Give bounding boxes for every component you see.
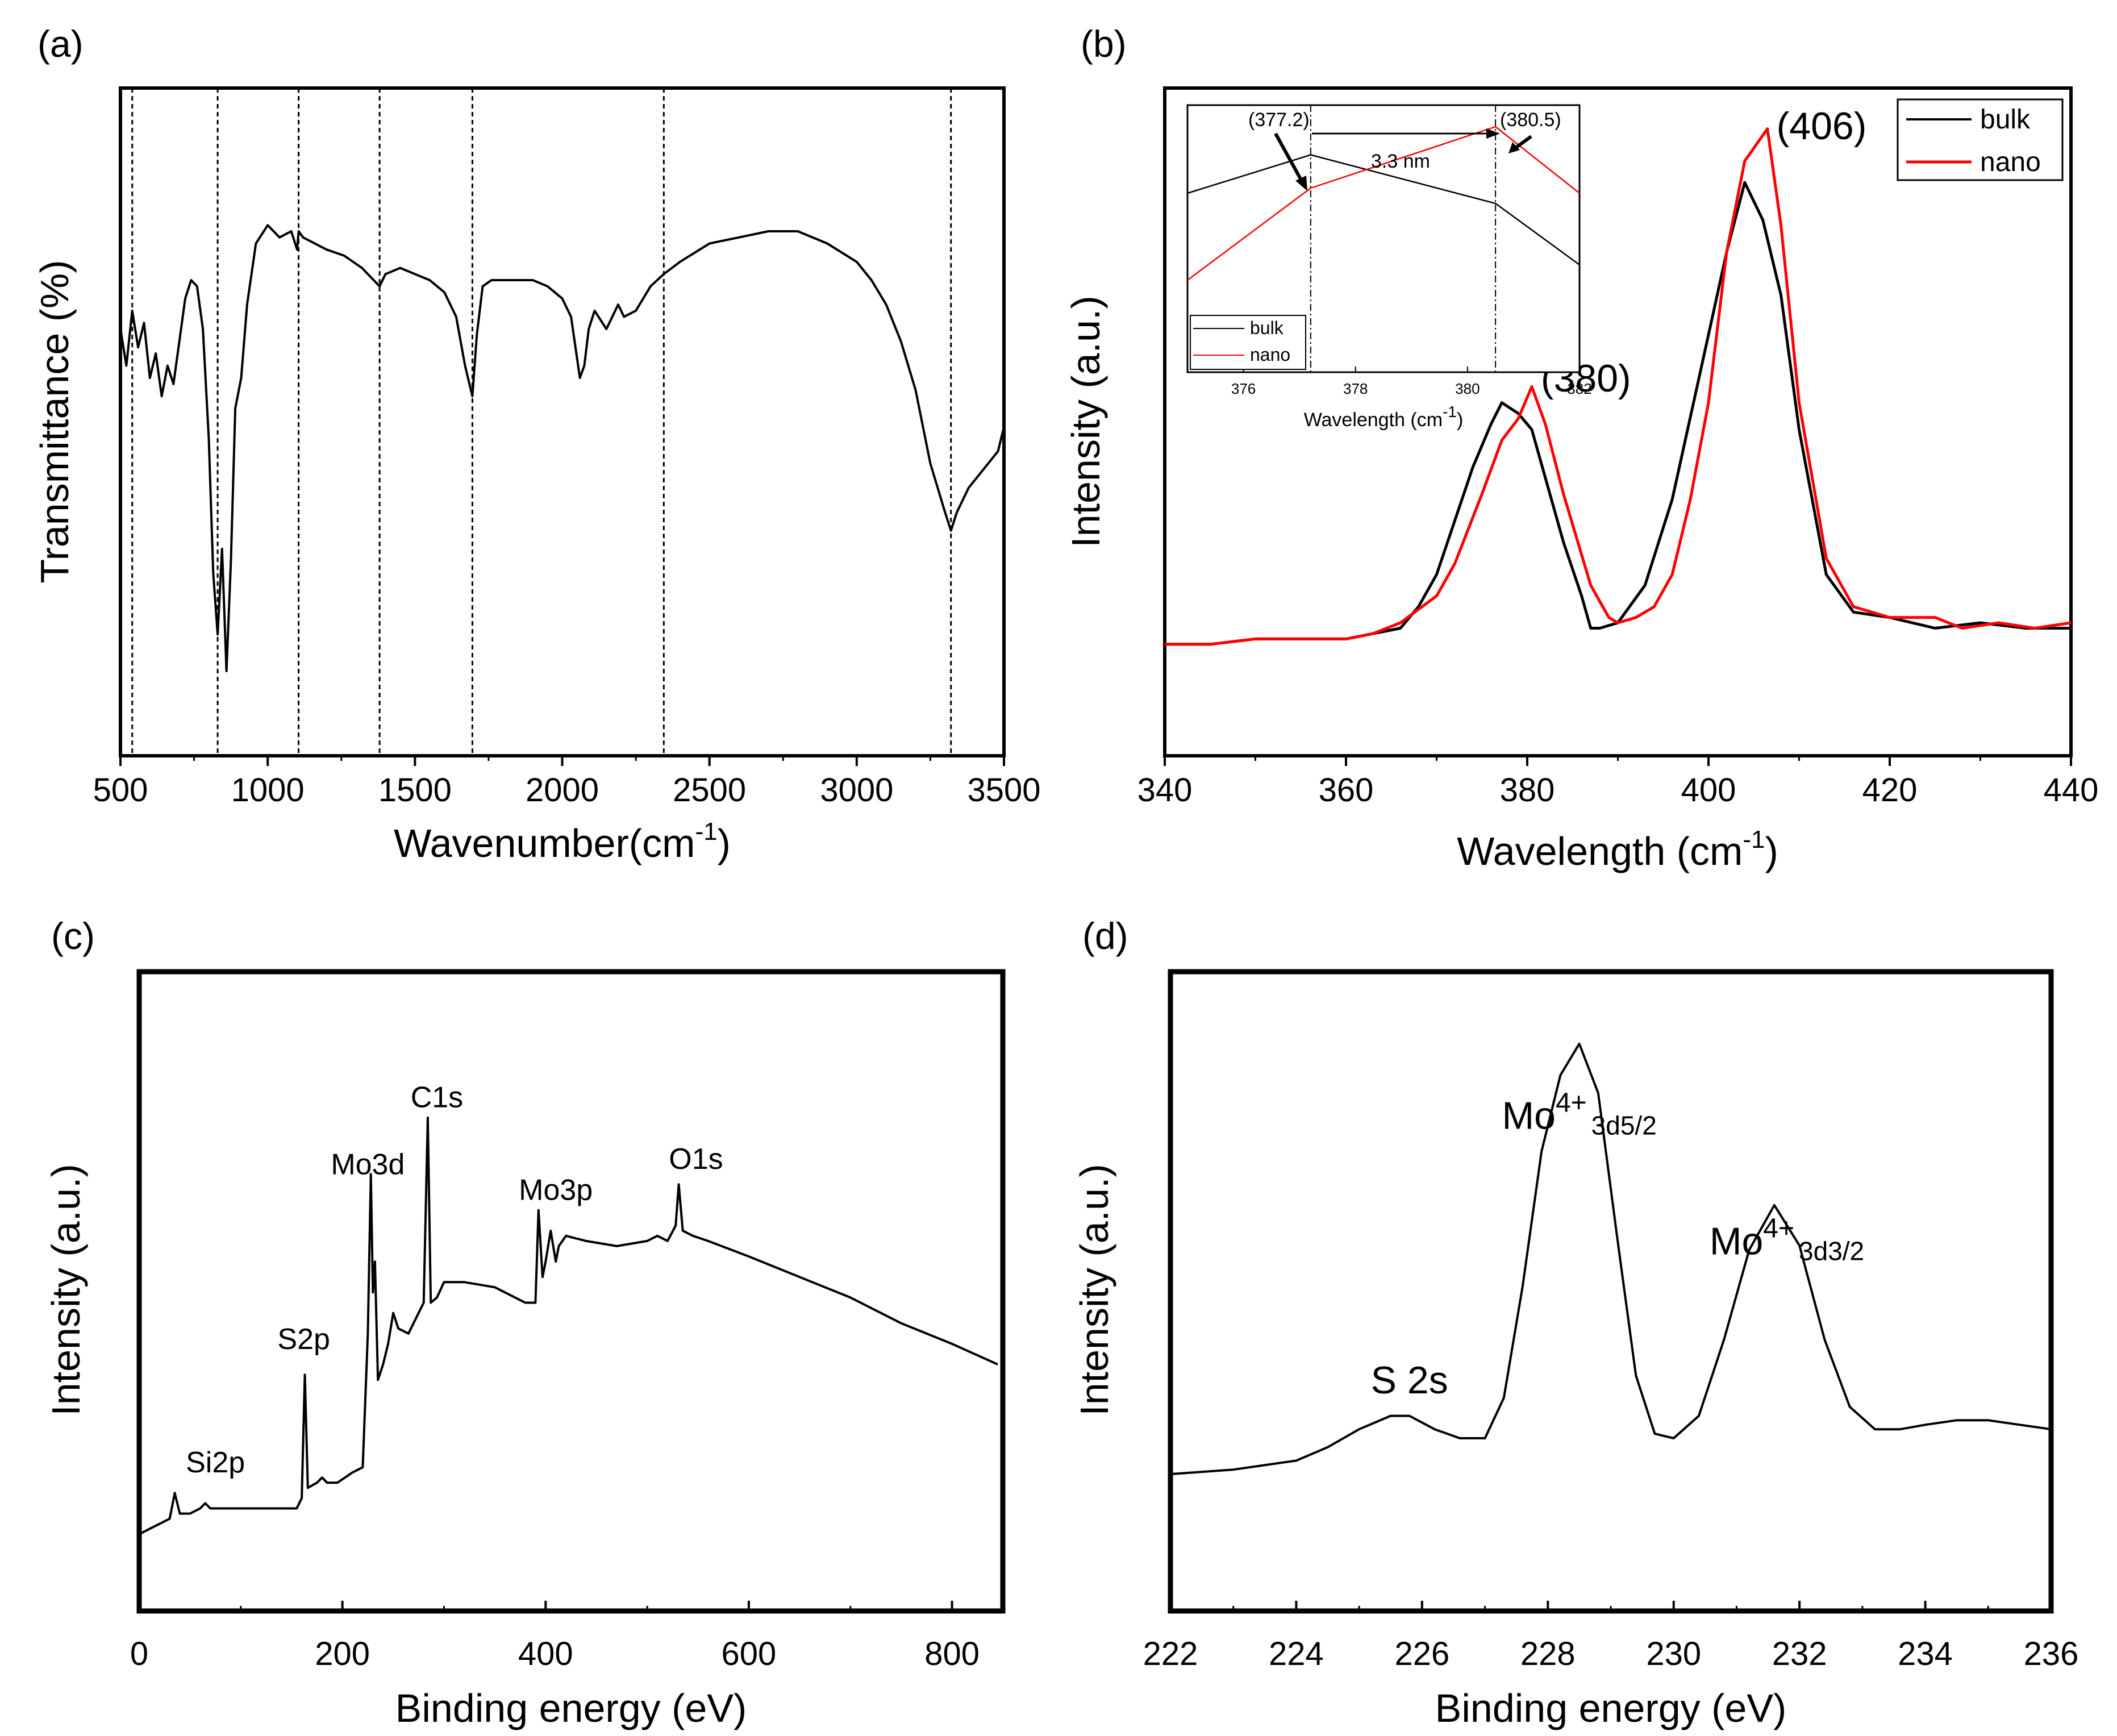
c-peak-label-s2p: S2p [277, 1323, 330, 1356]
panel-b-x-ticks: 340 360 380 400 420 440 [1137, 756, 2099, 809]
d-x-tick-label-230: 230 [1646, 1635, 1701, 1672]
panel-d: (d) 222 224 226 228 230 232 234 236 S 2s Mo4+3d5… [1072, 915, 2078, 1730]
c-peak-label-mo3p: Mo3p [519, 1174, 593, 1207]
a-x-tick-label-3000: 3000 [820, 772, 893, 809]
panel-c-peak-labels: Si2p S2p Mo3d C1s Mo3p O1s [186, 1081, 723, 1480]
panel-c-series [139, 1116, 998, 1535]
a-x-tick-label-1500: 1500 [378, 772, 452, 809]
panel-a-y-axis-title: Transmittance (%) [32, 260, 77, 583]
legend-nano-label: nano [1980, 147, 2041, 177]
panel-b-label: (b) [1081, 23, 1127, 65]
panel-a-frame [119, 86, 1006, 757]
d-x-tick-label-224: 224 [1269, 1635, 1324, 1672]
inset-shift-label: 3.3 nm [1371, 151, 1430, 172]
d-x-tick-label-228: 228 [1520, 1635, 1576, 1672]
panel-b: (b) 340 360 380 400 420 440 (380)(406) Wavele… [1064, 23, 2098, 873]
panel-b-inset: 376 378 380 382 (377.2) (380.5) 3.3 nm bulk… [1186, 104, 1592, 431]
panel-a-series [119, 224, 1005, 672]
panel-c: (c) 0 200 400 600 800 Si2pS2pMo3dC1sMo3pO1s … [44, 915, 1006, 1730]
a-x-tick-label-500: 500 [93, 772, 148, 809]
c-x-tick-label-800: 800 [924, 1635, 980, 1672]
b-line-bulk [1165, 181, 2071, 646]
inset-shift-arrowhead [1486, 128, 1500, 139]
inset-annotation-left: (377.2) [1248, 109, 1310, 131]
panel-c-x-axis-title: Binding energy (eV) [395, 1686, 747, 1730]
c-x-tick-label-0: 0 [130, 1635, 148, 1672]
panel-d-x-axis-title: Binding energy (eV) [1435, 1686, 1787, 1730]
a-x-tick-label-1000: 1000 [231, 772, 305, 809]
inset-arrow-right [1513, 135, 1532, 151]
panel-a-label: (a) [37, 23, 84, 65]
c-x-tick-label-400: 400 [518, 1635, 573, 1672]
b-line-nano [1165, 127, 2072, 646]
d-x-tick-label-222: 222 [1143, 1635, 1198, 1672]
panel-d-label: (d) [1082, 915, 1128, 957]
panel-c-x-ticks: 0 200 400 600 800 [130, 1601, 980, 1672]
d-peak-label-0: S 2s [1371, 1359, 1448, 1402]
panel-b-legend: bulk nano [1897, 98, 2064, 181]
a-line-ftir [119, 224, 1005, 672]
panel-b-series [1165, 127, 2072, 646]
b-x-tick-label-380: 380 [1500, 772, 1555, 809]
inset-tick-label-380: 380 [1455, 380, 1480, 397]
inset-arrow-left [1274, 132, 1305, 184]
panel-d-frame [1168, 969, 2054, 1614]
panel-a-x-axis-title: Wavenumber(cm-1) [394, 818, 731, 865]
panel-c-y-axis-title: Intensity (a.u.) [44, 1164, 88, 1416]
panel-d-x-ticks: 222 224 226 228 230 232 234 236 [1143, 1601, 2079, 1672]
panel-d-peak-labels: S 2s Mo4+3d5/2 Mo4+3d3/2 [1371, 1088, 1864, 1402]
panel-a: (a) 500 1000 1500 2000 2500 3000 3500 Wavenumb… [32, 23, 1041, 865]
d-x-tick-label-234: 234 [1898, 1635, 1953, 1672]
panel-d-series [1170, 1042, 2052, 1476]
inset-arrowhead-right [1508, 142, 1520, 153]
d-line-mo-3d [1170, 1042, 2052, 1476]
inset-x-axis-title: Wavelength (cm-1) [1304, 403, 1464, 431]
inset-line-bulk [1187, 154, 1580, 266]
panel-b-x-axis-title: Wavelength (cm-1) [1457, 826, 1778, 873]
c-peak-label-si2p: Si2p [186, 1446, 245, 1479]
panel-a-x-ticks: 500 1000 1500 2000 2500 3000 3500 [93, 756, 1041, 809]
c-line-xps-survey [139, 1116, 998, 1535]
c-peak-label-c1s: C1s [411, 1081, 463, 1114]
b-x-tick-label-440: 440 [2044, 772, 2099, 809]
inset-tick-label-382: 382 [1567, 380, 1591, 397]
inset-reference-lines [1310, 105, 1497, 372]
inset-x-ticks: 376 378 380 382 [1231, 367, 1592, 397]
c-peak-label-mo3d: Mo3d [331, 1148, 405, 1181]
d-x-tick-label-226: 226 [1394, 1635, 1449, 1672]
b-x-tick-label-340: 340 [1137, 772, 1193, 809]
d-peak-label-2: Mo4+3d3/2 [1710, 1214, 1864, 1266]
d-peak-label-1: Mo4+3d5/2 [1502, 1088, 1656, 1140]
inset-legend-box [1190, 315, 1306, 370]
legend-bulk-label: bulk [1980, 105, 2031, 135]
inset-tick-label-376: 376 [1231, 380, 1256, 397]
inset-series [1187, 126, 1580, 281]
c-peak-label-o1s: O1s [669, 1143, 723, 1176]
a-x-tick-label-3500: 3500 [967, 772, 1040, 809]
inset-annotation-right: (380.5) [1500, 109, 1561, 131]
b-x-tick-label-420: 420 [1862, 772, 1918, 809]
c-x-tick-label-200: 200 [315, 1635, 370, 1672]
b-x-tick-label-400: 400 [1681, 772, 1736, 809]
panel-b-y-axis-title: Intensity (a.u.) [1064, 295, 1108, 548]
b-peak-label-1: (406) [1777, 105, 1867, 148]
panel-c-frame [136, 969, 1006, 1614]
panel-a-reference-lines [131, 88, 952, 756]
inset-line-nano [1187, 126, 1580, 281]
inset-tick-label-378: 378 [1343, 380, 1368, 397]
inset-legend-nano-label: nano [1250, 344, 1290, 365]
a-x-tick-label-2500: 2500 [673, 772, 746, 809]
inset-legend-bulk-label: bulk [1250, 318, 1284, 338]
panel-d-y-axis-title: Intensity (a.u.) [1072, 1164, 1116, 1416]
inset-arrowhead-left [1295, 176, 1307, 191]
c-x-tick-label-600: 600 [722, 1635, 777, 1672]
d-x-tick-label-232: 232 [1772, 1635, 1827, 1672]
d-x-tick-label-236: 236 [2024, 1635, 2079, 1672]
a-x-tick-label-2000: 2000 [526, 772, 599, 809]
panel-b-legend-box [1897, 98, 2064, 181]
b-x-tick-label-360: 360 [1319, 772, 1374, 809]
panel-c-label: (c) [51, 915, 95, 957]
